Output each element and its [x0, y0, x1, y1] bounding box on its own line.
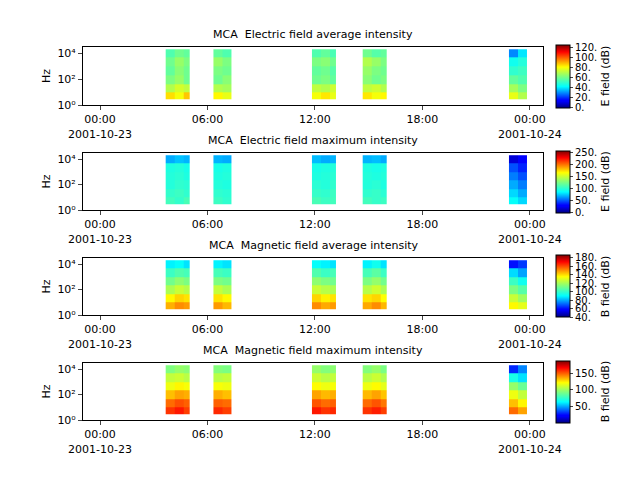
svg-text:E field (dB): E field (dB)	[599, 46, 612, 107]
svg-text:20.: 20.	[575, 92, 591, 103]
svg-text:18:00: 18:00	[407, 323, 439, 336]
svg-text:10⁴: 10⁴	[57, 258, 76, 271]
svg-text:06:00: 06:00	[192, 323, 224, 336]
svg-text:140.: 140.	[575, 269, 597, 280]
svg-text:10⁴: 10⁴	[57, 47, 76, 60]
svg-text:MCA Electric field average in: MCA Electric field average intensity	[213, 28, 413, 41]
svg-text:160.: 160.	[575, 261, 597, 272]
svg-text:12:00: 12:00	[299, 218, 331, 231]
svg-text:10⁰: 10⁰	[57, 414, 76, 427]
svg-text:B field (dB): B field (dB)	[599, 361, 612, 422]
svg-text:E field (dB): E field (dB)	[599, 151, 612, 212]
svg-text:10²: 10²	[57, 73, 75, 86]
svg-text:180.: 180.	[575, 252, 597, 263]
svg-text:60.: 60.	[575, 303, 591, 314]
svg-text:100.: 100.	[575, 52, 597, 63]
svg-text:00:002001-10-24: 00:002001-10-24	[498, 323, 562, 350]
svg-text:06:00: 06:00	[192, 218, 224, 231]
svg-text:100.: 100.	[575, 384, 597, 395]
svg-text:10²: 10²	[57, 388, 75, 401]
svg-text:Hz: Hz	[40, 174, 53, 188]
svg-text:10²: 10²	[57, 283, 75, 296]
svg-text:10⁴: 10⁴	[57, 363, 76, 376]
svg-text:00:002001-10-23: 00:002001-10-23	[68, 428, 132, 455]
svg-text:0.: 0.	[575, 207, 585, 218]
svg-text:50.: 50.	[575, 195, 591, 206]
svg-text:10⁴: 10⁴	[57, 153, 76, 166]
svg-text:120.: 120.	[575, 278, 597, 289]
svg-text:18:00: 18:00	[407, 113, 439, 126]
svg-text:150.: 150.	[575, 171, 597, 182]
svg-text:00:002001-10-23: 00:002001-10-23	[68, 323, 132, 350]
svg-text:10⁰: 10⁰	[57, 204, 76, 217]
svg-text:Hz: Hz	[40, 279, 53, 293]
svg-text:18:00: 18:00	[407, 428, 439, 441]
svg-text:12:00: 12:00	[299, 428, 331, 441]
svg-text:10⁰: 10⁰	[57, 99, 76, 112]
svg-text:Hz: Hz	[40, 384, 53, 398]
svg-text:10⁰: 10⁰	[57, 309, 76, 322]
svg-text:150.: 150.	[575, 368, 597, 379]
svg-text:50.: 50.	[575, 401, 591, 412]
svg-text:120.: 120.	[575, 42, 597, 53]
svg-text:00:002001-10-23: 00:002001-10-23	[68, 218, 132, 245]
svg-text:00:002001-10-24: 00:002001-10-24	[498, 428, 562, 455]
svg-text:06:00: 06:00	[192, 428, 224, 441]
svg-text:12:00: 12:00	[299, 323, 331, 336]
svg-text:00:002001-10-24: 00:002001-10-24	[498, 218, 562, 245]
svg-text:40.: 40.	[575, 312, 591, 323]
svg-text:12:00: 12:00	[299, 113, 331, 126]
svg-text:80.: 80.	[575, 62, 591, 73]
svg-text:80.: 80.	[575, 295, 591, 306]
svg-text:00:002001-10-23: 00:002001-10-23	[68, 113, 132, 140]
svg-text:Hz: Hz	[40, 69, 53, 83]
svg-text:60.: 60.	[575, 72, 591, 83]
svg-text:MCA Magnetic field average in: MCA Magnetic field average intensity	[209, 239, 418, 252]
svg-text:18:00: 18:00	[407, 218, 439, 231]
svg-text:200.: 200.	[575, 159, 597, 170]
svg-text:10²: 10²	[57, 178, 75, 191]
svg-text:100.: 100.	[575, 286, 597, 297]
svg-text:B field (dB): B field (dB)	[599, 256, 612, 317]
svg-text:06:00: 06:00	[192, 113, 224, 126]
svg-text:MCA Electric field maximum in: MCA Electric field maximum intensity	[208, 134, 418, 147]
svg-text:00:002001-10-24: 00:002001-10-24	[498, 113, 562, 140]
svg-text:0.: 0.	[575, 102, 585, 113]
svg-text:MCA Magnetic field maximum in: MCA Magnetic field maximum intensity	[203, 344, 423, 357]
svg-text:100.: 100.	[575, 183, 597, 194]
svg-text:250.: 250.	[575, 147, 597, 158]
svg-text:40.: 40.	[575, 82, 591, 93]
